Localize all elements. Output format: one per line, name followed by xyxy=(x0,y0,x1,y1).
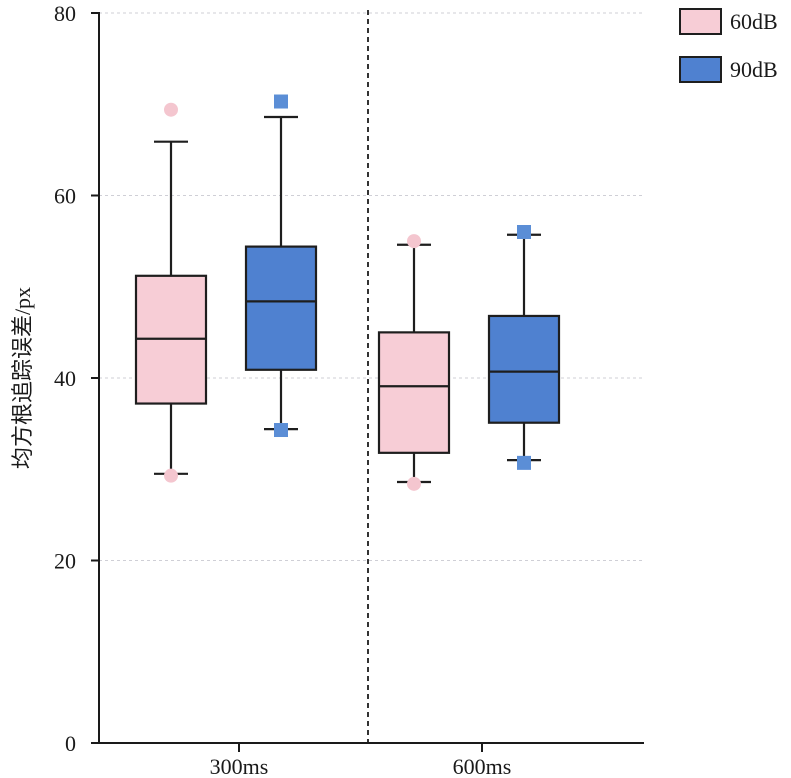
iqr-box xyxy=(377,331,451,454)
y-tick-label: 20 xyxy=(54,549,76,574)
boxes xyxy=(134,94,561,491)
y-ticks: 0 20 40 60 80 xyxy=(54,1,99,756)
legend-label-90dB: 90dB xyxy=(730,57,778,82)
legend-label-60dB: 60dB xyxy=(730,9,778,34)
legend-swatch-60dB xyxy=(679,8,722,35)
legend: 60dB 90dB xyxy=(679,8,778,83)
outlier-point xyxy=(274,423,288,438)
outlier-point xyxy=(407,234,421,249)
iqr-box xyxy=(244,245,318,371)
outlier-point xyxy=(164,468,178,483)
iqr-box xyxy=(487,314,561,424)
legend-swatch-90dB xyxy=(679,56,722,83)
box-60dB-600ms xyxy=(377,234,451,491)
outlier-point xyxy=(164,102,178,117)
outlier-point xyxy=(407,476,421,491)
y-tick-label: 40 xyxy=(54,366,76,391)
x-ticks: 300ms 600ms xyxy=(210,743,512,778)
outlier-point xyxy=(517,455,531,470)
y-axis-title: 均方根追踪误差/px xyxy=(10,287,35,469)
y-tick-label: 0 xyxy=(65,731,76,756)
y-tick-label: 60 xyxy=(54,184,76,209)
box-90dB-600ms xyxy=(487,225,561,470)
box-90dB-300ms xyxy=(244,94,318,438)
y-tick-label: 80 xyxy=(54,1,76,26)
x-tick-label: 300ms xyxy=(210,754,269,778)
outlier-point xyxy=(517,225,531,239)
outlier-point xyxy=(274,94,288,109)
box-60dB-300ms xyxy=(134,102,208,483)
x-tick-label: 600ms xyxy=(453,754,512,778)
